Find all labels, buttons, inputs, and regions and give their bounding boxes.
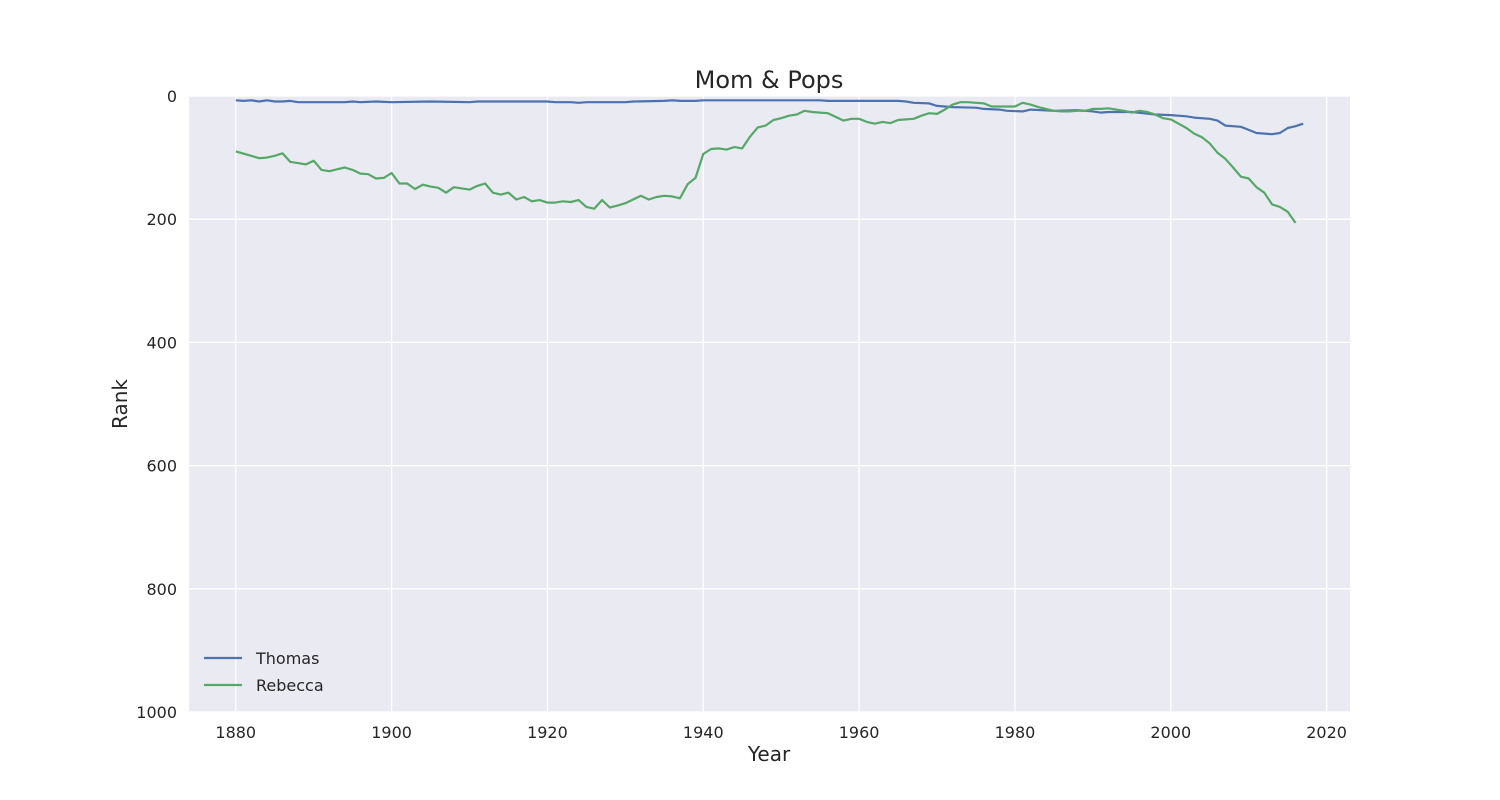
x-tick-label: 2020 xyxy=(1306,723,1347,742)
y-tick-label: 0 xyxy=(167,87,177,106)
x-tick-label: 1940 xyxy=(683,723,724,742)
x-tick-label: 1880 xyxy=(215,723,256,742)
y-tick-label: 1000 xyxy=(136,703,177,722)
y-axis-label: Rank xyxy=(108,379,132,429)
grid xyxy=(189,95,1350,713)
x-tick-label: 1960 xyxy=(839,723,880,742)
legend-label-thomas: Thomas xyxy=(255,649,319,668)
series-layer xyxy=(235,99,1304,224)
x-tick-label: 1920 xyxy=(527,723,568,742)
series-line-rebecca xyxy=(235,101,1297,224)
plot-background xyxy=(189,96,1350,712)
y-tick-label: 800 xyxy=(146,580,177,599)
x-axis-label: Year xyxy=(747,742,791,766)
legend-label-rebecca: Rebecca xyxy=(256,676,324,695)
chart-title: Mom & Pops xyxy=(695,66,844,94)
y-tick-label: 400 xyxy=(146,333,177,352)
x-tick-label: 2000 xyxy=(1150,723,1191,742)
legend: Thomas Rebecca xyxy=(204,649,324,695)
tick-labels: 1880 1900 1920 1940 1960 1980 2000 2020 0 200 400 6… xyxy=(136,87,1347,742)
series-line-thomas xyxy=(235,99,1304,136)
y-tick-label: 200 xyxy=(146,210,177,229)
x-tick-label: 1900 xyxy=(371,723,412,742)
x-tick-label: 1980 xyxy=(995,723,1036,742)
y-tick-label: 600 xyxy=(146,457,177,476)
